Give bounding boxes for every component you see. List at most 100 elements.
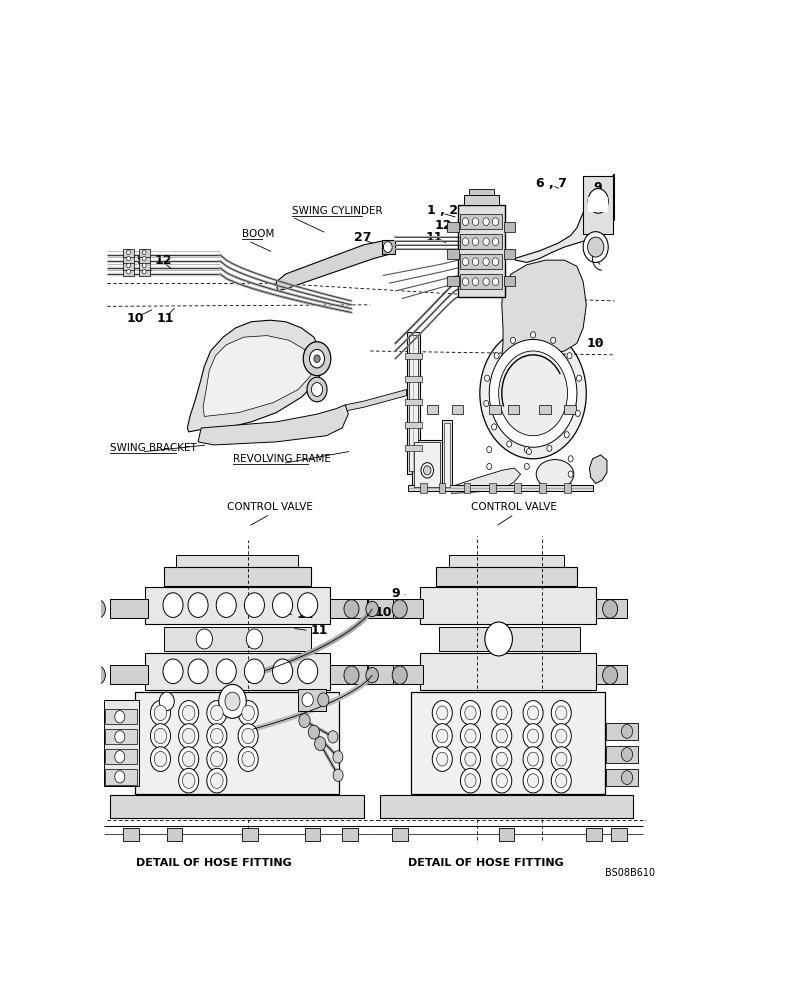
Circle shape	[154, 728, 166, 744]
Circle shape	[551, 701, 571, 725]
Bar	[409, 335, 418, 471]
Circle shape	[567, 353, 572, 359]
Circle shape	[575, 410, 580, 416]
Text: 10: 10	[127, 312, 144, 325]
Circle shape	[115, 731, 124, 743]
Circle shape	[311, 383, 322, 396]
Circle shape	[588, 189, 608, 213]
Circle shape	[473, 238, 478, 246]
Bar	[405, 353, 423, 359]
Circle shape	[507, 441, 511, 447]
Circle shape	[318, 693, 329, 707]
Text: REVOLVING FRAME: REVOLVING FRAME	[233, 454, 330, 464]
Circle shape	[492, 747, 511, 771]
Text: 9: 9	[593, 181, 602, 194]
Bar	[595, 665, 627, 684]
Circle shape	[432, 701, 452, 725]
Bar	[461, 214, 503, 229]
Polygon shape	[452, 468, 520, 493]
Circle shape	[528, 729, 539, 743]
Circle shape	[523, 701, 543, 725]
Circle shape	[577, 375, 582, 381]
Circle shape	[150, 724, 170, 748]
Text: 9: 9	[392, 587, 400, 600]
Bar	[583, 176, 613, 234]
Circle shape	[489, 339, 577, 447]
Circle shape	[621, 724, 633, 738]
Circle shape	[485, 622, 512, 656]
Circle shape	[496, 729, 507, 743]
Circle shape	[556, 774, 567, 788]
Bar	[242, 828, 258, 841]
Circle shape	[496, 774, 507, 788]
Text: 10: 10	[375, 606, 392, 619]
Text: SWING CYLINDER: SWING CYLINDER	[292, 206, 383, 216]
Circle shape	[494, 353, 499, 359]
Circle shape	[314, 737, 326, 751]
Bar	[166, 828, 183, 841]
Circle shape	[547, 445, 552, 451]
Circle shape	[207, 701, 227, 725]
Text: CONTROL VALVE: CONTROL VALVE	[227, 502, 313, 512]
Circle shape	[568, 471, 573, 477]
Bar	[298, 689, 326, 711]
Circle shape	[309, 725, 319, 739]
Bar	[368, 665, 393, 684]
Circle shape	[211, 705, 223, 721]
Circle shape	[551, 724, 571, 748]
Circle shape	[473, 218, 478, 225]
Circle shape	[303, 342, 330, 376]
Bar	[442, 420, 452, 490]
Bar	[469, 189, 494, 195]
Circle shape	[392, 666, 407, 684]
Circle shape	[179, 701, 199, 725]
Circle shape	[154, 751, 166, 767]
Bar	[411, 692, 605, 794]
Text: SWING BRACKET: SWING BRACKET	[111, 443, 197, 453]
Bar	[381, 240, 395, 254]
Circle shape	[492, 701, 511, 725]
Bar	[405, 445, 423, 451]
Bar	[305, 828, 320, 841]
Bar	[123, 255, 134, 263]
Circle shape	[217, 593, 236, 617]
Bar	[499, 828, 515, 841]
Circle shape	[462, 218, 469, 225]
Circle shape	[492, 724, 511, 748]
Circle shape	[492, 218, 499, 225]
Circle shape	[154, 705, 166, 721]
Bar	[440, 627, 580, 651]
Circle shape	[142, 269, 146, 274]
Circle shape	[238, 701, 259, 725]
Circle shape	[436, 706, 448, 720]
Circle shape	[183, 705, 195, 721]
Circle shape	[244, 593, 264, 617]
Circle shape	[183, 751, 195, 767]
Circle shape	[523, 768, 543, 793]
Bar	[123, 262, 134, 270]
Bar	[464, 195, 499, 205]
Circle shape	[225, 692, 240, 711]
Bar	[415, 442, 440, 487]
Text: 4 , 5: 4 , 5	[466, 194, 497, 207]
Bar	[139, 249, 149, 257]
Bar	[139, 268, 149, 276]
Circle shape	[432, 747, 452, 771]
Circle shape	[583, 232, 608, 262]
Circle shape	[142, 250, 146, 255]
Bar	[447, 276, 459, 286]
Bar	[458, 205, 505, 297]
Circle shape	[492, 768, 511, 793]
Circle shape	[527, 449, 532, 455]
Bar	[408, 485, 592, 491]
Circle shape	[163, 659, 183, 684]
Circle shape	[492, 258, 499, 266]
Text: 3: 3	[593, 251, 602, 264]
Circle shape	[211, 751, 223, 767]
Circle shape	[196, 629, 213, 649]
Polygon shape	[187, 320, 323, 432]
Circle shape	[211, 773, 223, 788]
Text: 27: 27	[354, 231, 372, 244]
Circle shape	[127, 263, 130, 268]
Circle shape	[272, 593, 292, 617]
